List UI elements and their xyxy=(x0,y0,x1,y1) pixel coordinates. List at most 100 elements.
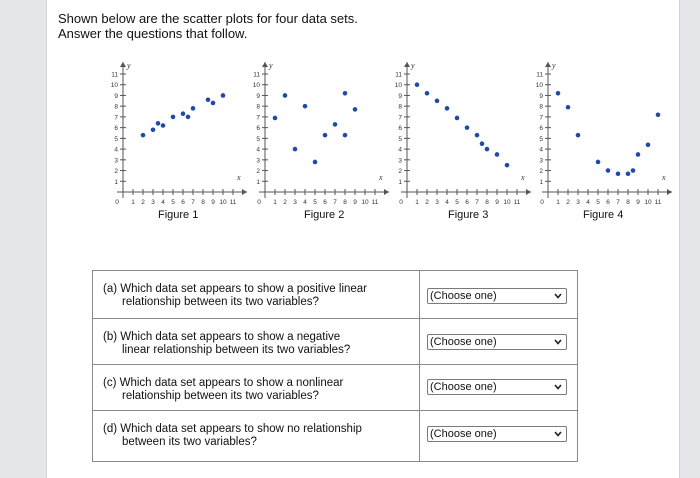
question-b-text: (b) Which data set appears to show a neg… xyxy=(103,331,351,356)
figure-1-data-point xyxy=(210,100,216,106)
figure-1-y-tick-label: 11 xyxy=(111,72,118,79)
question-c-select[interactable]: (Choose one) xyxy=(427,379,567,395)
figure-2-origin-label: 0 xyxy=(257,199,261,206)
figure-2-x-tick-label: 3 xyxy=(293,199,297,206)
figure-3-y-tick-label: 10 xyxy=(395,82,403,89)
figure-3-x-tick-label: 11 xyxy=(514,199,521,206)
figure-3-y-tick-label: 9 xyxy=(398,93,402,100)
figure-3-x-tick-label: 4 xyxy=(445,199,449,206)
figure-3-x-tick-label: 2 xyxy=(425,199,429,206)
figure-1-x-tick-label: 10 xyxy=(219,199,227,206)
figure-1-y-tick-label: 2 xyxy=(114,168,118,175)
figure-2-x-tick-label: 2 xyxy=(283,199,287,206)
figure-2-x-axis-label: x xyxy=(378,173,383,182)
figure-1-y-tick-label: 7 xyxy=(114,114,118,121)
figure-2-x-tick-label: 1 xyxy=(273,199,277,206)
figure-2-y-axis-label: y xyxy=(268,61,273,70)
figure-2-x-tick-label: 10 xyxy=(361,199,369,206)
figure-1-y-arrow xyxy=(120,62,126,67)
figure-2-x-tick-label: 8 xyxy=(343,199,347,206)
figure-4-x-tick-label: 5 xyxy=(596,199,600,206)
figure-4-x-tick-label: 6 xyxy=(606,199,610,206)
figure-2-x-tick-label: 7 xyxy=(333,199,337,206)
instructions-line-2: Answer the questions that follow. xyxy=(58,26,248,41)
figure-3-y-tick-label: 11 xyxy=(395,72,402,79)
figure-4-y-arrow xyxy=(545,62,551,67)
figure-4-y-tick-label: 10 xyxy=(536,82,544,89)
figure-3-data-point xyxy=(414,82,420,88)
figure-1-y-tick-label: 1 xyxy=(114,179,118,186)
figure-4-y-tick-label: 6 xyxy=(539,125,543,132)
chevron-down-icon xyxy=(554,293,562,299)
figure-2-data-point xyxy=(292,146,298,152)
figure-2-x-arrow xyxy=(384,189,389,195)
chevron-down-icon xyxy=(554,431,562,437)
figure-1-x-tick-label: 1 xyxy=(131,199,135,206)
question-b-select[interactable]: (Choose one) xyxy=(427,334,567,350)
figure-3-data-point xyxy=(504,162,510,168)
figure-4-y-tick-label: 9 xyxy=(539,93,543,100)
figure-2-y-tick-label: 10 xyxy=(253,82,261,89)
figure-4-data-point xyxy=(575,132,581,138)
figure-2-data-point xyxy=(332,122,338,127)
figure-3-y-tick-label: 1 xyxy=(398,179,402,186)
figure-4-y-tick-label: 4 xyxy=(539,147,543,154)
figure-3-data-point xyxy=(424,91,430,96)
figure-1-y-tick-label: 9 xyxy=(114,93,118,100)
figure-2-y-tick-label: 11 xyxy=(253,72,260,79)
question-d-select[interactable]: (Choose one) xyxy=(427,426,567,442)
question-row-c: (c) Which data set appears to show a non… xyxy=(93,364,577,411)
figure-1-data-point xyxy=(150,127,156,133)
figure-4-data-point xyxy=(605,168,611,173)
figure-1-data-point xyxy=(155,121,161,126)
figure-1-x-tick-label: 5 xyxy=(171,199,175,206)
figure-2-data-point xyxy=(302,103,308,109)
figure-3-x-tick-label: 9 xyxy=(495,199,499,206)
figure-4-data-point xyxy=(615,171,621,177)
figure-4-data-point xyxy=(645,142,651,148)
figure-4-y-tick-label: 2 xyxy=(539,168,543,175)
figure-1-x-tick-label: 2 xyxy=(141,199,145,206)
figure-2-x-tick-label: 11 xyxy=(372,199,379,206)
figure-2-data-point xyxy=(322,132,328,138)
figure-4-data-point xyxy=(635,152,641,157)
question-row-a: (a) Which data set appears to show a pos… xyxy=(93,271,577,318)
figure-3-data-point xyxy=(494,152,500,157)
figure-1-data-point xyxy=(220,93,226,98)
figure-1-x-tick-label: 11 xyxy=(230,199,237,206)
instructions: Shown below are the scatter plots for fo… xyxy=(58,11,358,41)
figure-3-y-tick-label: 8 xyxy=(398,104,402,111)
figure-1-y-tick-label: 3 xyxy=(114,157,118,164)
figure-4-x-arrow xyxy=(667,189,672,195)
figure-2-x-tick-label: 9 xyxy=(353,199,357,206)
figure-2-data-point xyxy=(282,93,288,98)
figure-4-x-tick-label: 9 xyxy=(636,199,640,206)
figure-4-x-tick-label: 11 xyxy=(655,199,662,206)
figure-4-data-point xyxy=(630,168,636,173)
chevron-down-icon xyxy=(554,339,562,345)
figure-4-x-tick-label: 2 xyxy=(566,199,570,206)
figure-1-y-tick-label: 6 xyxy=(114,125,118,132)
question-c-text: (c) Which data set appears to show a non… xyxy=(103,377,344,402)
figure-1-data-point xyxy=(180,111,186,116)
figure-2-y-arrow xyxy=(262,62,268,67)
figure-4-y-tick-label: 11 xyxy=(536,72,543,79)
question-a-select[interactable]: (Choose one) xyxy=(427,288,567,304)
figure-3-y-tick-label: 2 xyxy=(398,168,402,175)
figure-4-x-tick-label: 3 xyxy=(576,199,580,206)
figure-2-data-point xyxy=(272,115,278,121)
figure-1-y-tick-label: 8 xyxy=(114,104,118,111)
figure-1-x-tick-label: 6 xyxy=(181,199,185,206)
figure-4-data-point xyxy=(625,171,631,177)
instructions-line-1: Shown below are the scatter plots for fo… xyxy=(58,11,358,26)
question-a-text: (a) Which data set appears to show a pos… xyxy=(103,283,368,308)
figure-1-x-axis-label: x xyxy=(236,173,241,182)
question-row-b: (b) Which data set appears to show a neg… xyxy=(93,318,577,365)
figure-1-y-axis-label: y xyxy=(126,61,131,70)
figure-3-x-tick-label: 6 xyxy=(465,199,469,206)
figure-1-origin-label: 0 xyxy=(115,199,119,206)
questions-table: (a) Which data set appears to show a pos… xyxy=(92,270,578,462)
figure-1-label: Figure 1 xyxy=(158,209,199,221)
figure-3-x-arrow xyxy=(526,189,531,195)
